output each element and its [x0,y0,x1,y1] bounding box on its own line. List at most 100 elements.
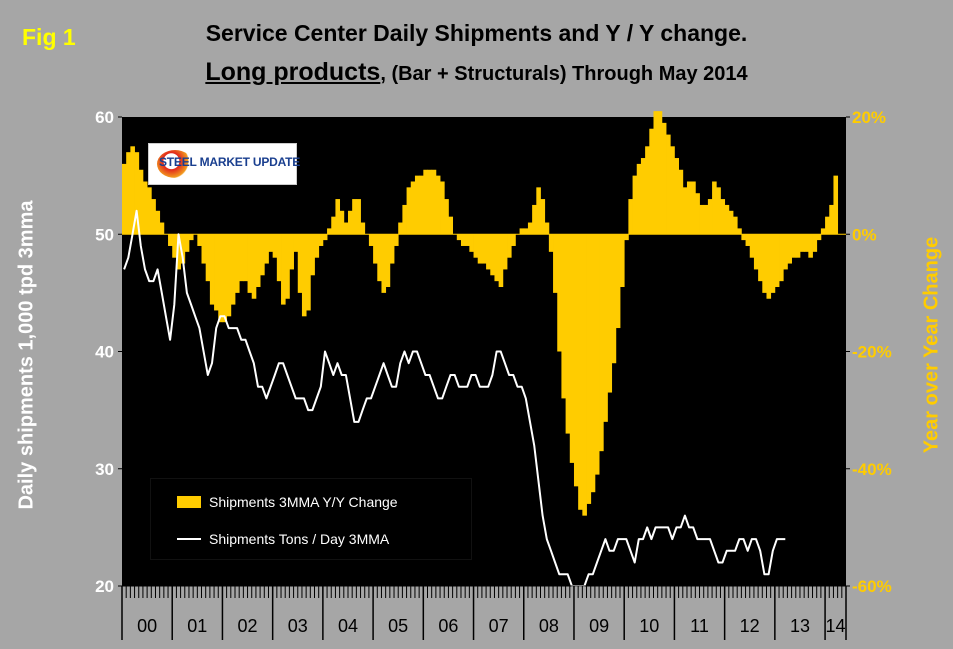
yoy-bar [247,234,253,293]
right-axis-ticks: -60% -40% -20% 0% 20% [846,108,892,596]
yoy-bar [628,199,633,235]
yoy-bar [653,111,659,235]
yoy-bar [448,216,454,235]
yoy-bar [159,222,165,235]
yoy-bar [268,234,274,252]
yoy-bar [180,234,186,264]
yoy-bar [599,234,604,452]
right-tick-label: -40% [852,460,892,479]
yoy-bar [507,234,512,258]
yoy-bar [226,234,232,317]
left-tick-label: 50 [95,225,114,244]
yoy-bar [314,234,320,258]
yoy-bar [197,234,202,246]
yoy-bar [469,234,474,252]
yoy-bar [770,234,776,293]
yoy-bar [540,199,546,235]
right-tick-label: 0% [852,225,877,244]
yoy-bar [511,234,516,246]
yoy-bar [381,234,387,293]
yoy-bar [808,234,813,258]
yoy-bar [816,234,822,241]
yoy-bar [285,234,290,299]
yoy-bar [649,128,654,235]
yoy-bar [620,234,625,288]
yoy-bar [758,234,763,282]
yoy-bar [532,204,537,235]
yoy-bar [322,234,328,241]
yoy-bar [544,222,550,235]
yoy-bar [339,210,345,235]
yoy-bar [611,234,617,364]
yoy-bar [766,234,772,299]
yoy-bar [440,181,445,235]
yoy-bar [582,234,587,516]
left-tick-label: 60 [95,108,114,127]
yoy-bar [523,228,529,235]
yoy-bar [733,216,738,235]
yoy-bar [682,187,688,235]
yoy-bar [494,234,500,282]
yoy-bar [661,122,667,235]
chart-title-line-1: Service Center Daily Shipments and Y / Y… [205,20,748,46]
x-tick-label: 11 [690,616,709,636]
yoy-bar [820,228,826,235]
yoy-bar [373,234,378,264]
yoy-bar [615,234,621,329]
yoy-bar [749,234,755,258]
left-tick-label: 40 [95,343,114,362]
yoy-bar [812,234,818,252]
yoy-bar [456,234,462,241]
yoy-bar [360,222,366,235]
legend-bar-swatch [177,496,201,508]
x-tick-label: 12 [740,616,760,636]
yoy-bar [686,181,692,235]
x-axis: 00 01 02 03 04 05 06 07 08 09 10 11 12 13 14 [121,585,847,640]
yoy-bar [306,234,311,311]
yoy-bar [289,234,294,270]
yoy-bar [502,234,508,270]
legend-item-bars: Shipments 3MMA Y/Y Change [177,494,398,510]
legend-line-label: Shipments Tons / Day 3MMA [209,531,390,547]
yoy-bar [728,210,734,235]
yoy-bar [632,175,638,235]
yoy-bar [151,199,156,235]
yoy-bar [481,234,487,264]
yoy-bar [490,234,495,276]
yoy-bar [297,234,303,293]
yoy-bar [255,234,261,288]
yoy-bar [414,175,420,235]
yoy-bar [209,234,215,305]
x-tick-label: 07 [489,616,509,636]
yoy-bar [741,234,746,241]
yoy-bar [573,234,579,487]
yoy-bar [799,234,805,252]
yoy-bar [234,234,240,293]
yoy-bar [444,199,449,235]
legend-item-line: Shipments Tons / Day 3MMA [177,531,389,547]
figure-label: Fig 1 [22,24,76,50]
yoy-bar [138,169,144,235]
yoy-bar [519,228,525,235]
yoy-bar [184,234,190,252]
yoy-bar [804,234,809,252]
yoy-bar [335,199,341,235]
yoy-bar [147,187,152,235]
yoy-bar [486,234,491,270]
x-tick-label: 08 [539,616,559,636]
yoy-bar [260,234,265,276]
yoy-bar [795,234,801,258]
yoy-bar [779,234,784,282]
yoy-bar [536,187,541,235]
yoy-bar [791,234,797,258]
yoy-bar [703,204,709,235]
steel-market-update-logo: STEEL MARKET UPDATE [148,143,300,185]
x-tick-label: 00 [137,616,157,636]
yoy-bar [477,234,483,264]
yoy-bar [787,234,792,264]
x-tick-label: 03 [288,616,308,636]
title-emphasis: Long products [205,58,381,86]
yoy-bar [406,187,412,235]
yoy-bar [460,234,466,246]
yoy-bar [691,181,696,235]
